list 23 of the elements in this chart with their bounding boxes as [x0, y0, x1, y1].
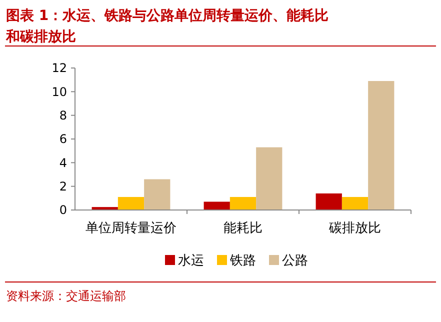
bar: [144, 179, 170, 210]
y-tick-label: 0: [59, 203, 67, 218]
bar: [256, 147, 282, 210]
x-tick-label: 单位周转量运价: [86, 221, 176, 236]
y-tick-label: 2: [59, 180, 67, 194]
legend-label: 水运: [178, 254, 204, 269]
y-tick-label: 12: [52, 61, 67, 76]
text: 资料来源：交通运输部: [6, 289, 126, 303]
bar: [230, 196, 256, 210]
legend-label: 铁路: [229, 254, 256, 269]
y-tick-label: 10: [52, 84, 67, 99]
bar: [118, 196, 144, 210]
bar: [204, 202, 230, 210]
chart-title: 图表 1：水运、铁路与公路单位周转量运价、能耗比和碳排放比: [5, 8, 329, 45]
bar: [342, 196, 368, 210]
x-tick-label: 碳排放比: [328, 221, 381, 236]
bar: [368, 81, 394, 210]
y-tick-label: 4: [59, 156, 67, 170]
x-tick-label: 能耗比: [224, 221, 262, 236]
bar: [316, 193, 342, 210]
legend-label: 公路: [282, 254, 308, 269]
y-tick-label: 6: [59, 132, 67, 146]
y-tick-label: 8: [59, 108, 67, 123]
